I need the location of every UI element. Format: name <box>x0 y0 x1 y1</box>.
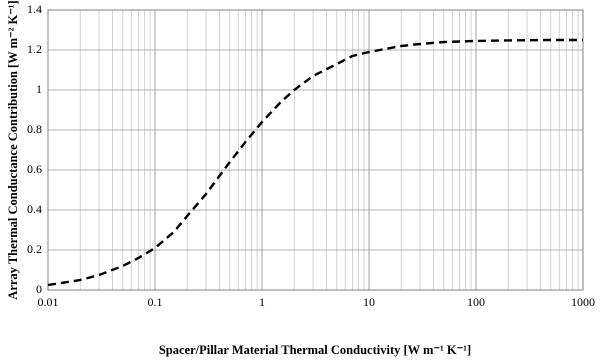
y-tick-label: 0 <box>36 282 42 296</box>
x-tick-label: 0.1 <box>148 295 163 309</box>
y-tick-label: 0.8 <box>27 122 42 136</box>
y-tick-label: 1.4 <box>27 2 42 16</box>
line <box>47 38 583 287</box>
x-tick-label: 0.01 <box>38 295 59 309</box>
y-axis-title: Array Thermal Conductance Contribution [… <box>6 0 20 299</box>
x-tick-label: 1000 <box>571 295 595 309</box>
y-tick-label: 0.2 <box>27 242 42 256</box>
x-tick-label: 10 <box>363 295 375 309</box>
y-tick-label: 0.4 <box>27 202 42 216</box>
x-axis-title: Spacer/Pillar Material Thermal Conductiv… <box>159 343 471 357</box>
y-tick-label: 1 <box>36 82 42 96</box>
x-tick-label: 1 <box>259 295 265 309</box>
y-tick-label: 1.2 <box>27 42 42 56</box>
plot-frame <box>47 9 584 291</box>
x-tick-label: 100 <box>467 295 485 309</box>
y-tick-label: 0.6 <box>27 162 42 176</box>
